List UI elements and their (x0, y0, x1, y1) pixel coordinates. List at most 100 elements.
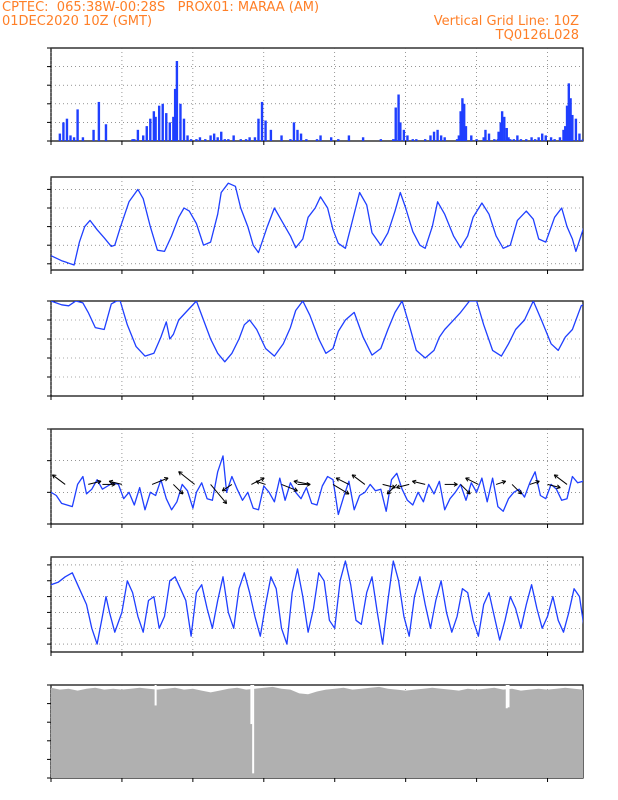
precip-bar (58, 133, 62, 141)
wind-arrow-shaft (151, 477, 169, 485)
plot-body (51, 301, 583, 363)
precip-bar (253, 137, 257, 141)
header-grid-line-info: Vertical Grid Line: 10Z (433, 14, 579, 29)
wind-arrow-shaft (608, 484, 618, 497)
precip-bar (186, 135, 189, 141)
precip-bar (512, 139, 516, 141)
precip-bar (260, 101, 264, 141)
wind-arrow-head (465, 477, 470, 482)
precip-bar (292, 122, 296, 141)
plot-body (58, 61, 612, 141)
wind-arrow-shaft (529, 480, 540, 485)
wind-arrow-head (601, 480, 605, 484)
wind-arrow-head (293, 479, 298, 485)
precip-bar (549, 137, 553, 141)
precip-bar (161, 103, 164, 141)
precip-bar (305, 139, 308, 141)
cloud-area (51, 686, 583, 778)
precip-bar (482, 137, 485, 141)
precip-bar (165, 113, 168, 141)
wind-arrow-head (335, 477, 341, 482)
precip-bar (500, 111, 504, 141)
precip-bar (182, 118, 186, 141)
cloud-dip (252, 685, 255, 774)
wind-arrow-head (164, 477, 169, 482)
precip-bar (600, 139, 602, 141)
precip-bar (429, 135, 432, 141)
wind-arrow-shaft (109, 480, 123, 485)
precip-bar (459, 111, 462, 141)
precip-bar (589, 139, 591, 141)
precip-bar (406, 135, 409, 141)
wind-arrow-shaft (412, 480, 426, 485)
precip-bar (415, 139, 418, 141)
wind-arrow-shaft (178, 471, 195, 485)
wind-arrow-shaft (335, 477, 350, 485)
wind-arrow-head (556, 484, 561, 490)
wind-arrow-head (453, 482, 458, 487)
precip-bar (610, 126, 612, 141)
precip-bar (212, 133, 216, 141)
precip-bar (220, 131, 223, 141)
precip-bar (519, 139, 523, 141)
wind-arrow-head (260, 477, 265, 482)
precip-bar (605, 119, 607, 141)
precip-bar (289, 139, 292, 141)
wind-arrow-shaft (495, 480, 506, 485)
precip-bar (154, 116, 157, 141)
precip-bar (601, 139, 603, 141)
precip-bar (607, 104, 609, 141)
wind-arrow-head (293, 487, 298, 492)
precip-bar (168, 122, 172, 141)
cloud-dip (250, 685, 253, 725)
precip-bar (239, 139, 242, 141)
precip-bar (69, 135, 72, 141)
precip-bar (541, 133, 544, 141)
precip-bar (264, 120, 267, 141)
precip-bar (173, 88, 177, 141)
precip-bar (204, 139, 207, 141)
precip-bar (558, 137, 562, 141)
precip-bar (347, 135, 351, 141)
precip-bar (505, 127, 508, 141)
wind-arrow-shaft (511, 484, 523, 495)
precip-bar (92, 129, 95, 141)
series-line (51, 301, 583, 363)
precip-bar (484, 129, 487, 141)
precip-bar (567, 83, 571, 141)
precip-bar (423, 139, 427, 141)
wind-arrow-head (222, 499, 228, 505)
precip-bar (565, 105, 569, 141)
precip-bar (574, 118, 578, 141)
precip-bar (152, 111, 156, 141)
plot-body (51, 182, 583, 266)
precip-bar (499, 122, 502, 141)
plot-frame (50, 176, 584, 271)
header-model-resolution: TQ0126L028 (495, 28, 579, 43)
precip-bar (299, 133, 303, 141)
plot-frame (50, 428, 584, 525)
precip-bar (457, 135, 461, 141)
precip-bar (507, 137, 510, 141)
plot-frame (50, 556, 584, 653)
panel-3 (47, 428, 618, 528)
precip-bar (244, 139, 248, 141)
header-date-line: 01DEC2020 10Z (GMT) (2, 14, 153, 29)
precip-bar (269, 129, 273, 141)
precip-bar (209, 135, 212, 141)
precip-bar (81, 137, 85, 141)
precip-bar (569, 98, 572, 141)
wind-arrow-shaft (351, 474, 366, 485)
cloud-dip (507, 685, 510, 708)
precip-bar (131, 139, 134, 141)
precip-bar (455, 139, 459, 141)
precip-bar (179, 103, 182, 141)
precip-bar (62, 122, 65, 141)
wind-arrow-shaft (460, 484, 471, 495)
wind-arrow-head (535, 480, 540, 485)
precip-bar (145, 126, 148, 141)
precip-bar (280, 135, 283, 141)
wind-arrow-head (344, 490, 350, 495)
precip-bar (553, 139, 556, 141)
